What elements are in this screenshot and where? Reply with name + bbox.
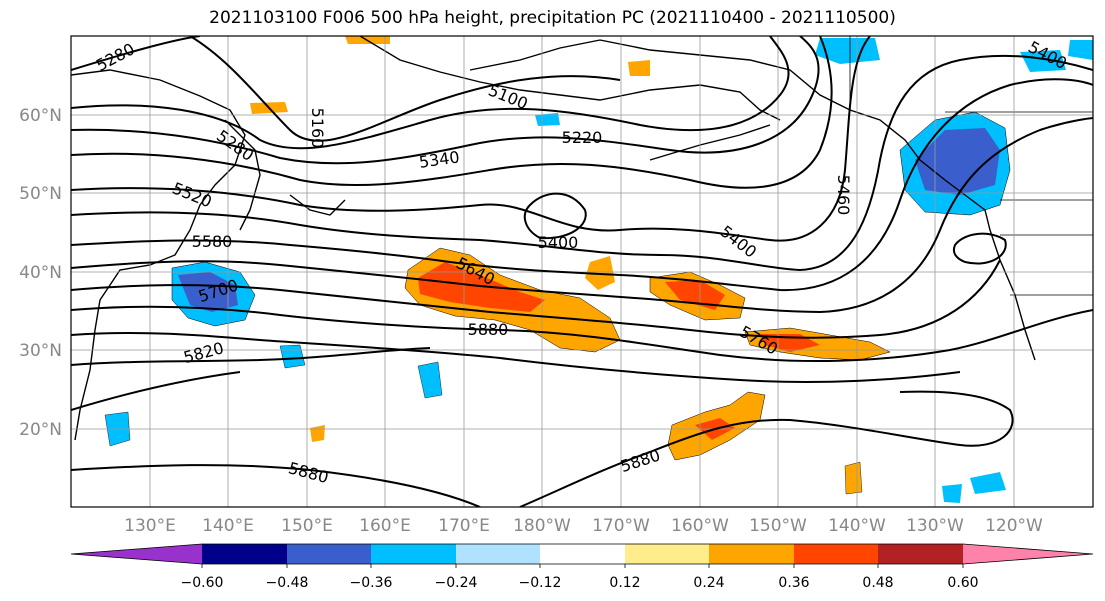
- longitude-labels: 130°E 140°E 150°E 160°E 170°E 180°W 170°…: [124, 516, 1043, 536]
- lat-label: 20°N: [19, 420, 62, 440]
- lat-label: 40°N: [19, 263, 62, 283]
- coastlines: [71, 36, 1036, 441]
- colorbar-segment: [202, 544, 287, 564]
- contour-label: 5220: [562, 128, 603, 147]
- colorbar-segment: [963, 544, 1093, 564]
- colorbar-segment: [794, 544, 878, 564]
- contour-label: 5460: [834, 175, 853, 216]
- colorbar: [70, 543, 1094, 568]
- contour-label: 5580: [192, 232, 233, 251]
- colorbar-tick-label: −0.60: [181, 575, 224, 591]
- colorbar-tick-label: −0.48: [266, 575, 309, 591]
- colorbar-segment: [287, 544, 371, 564]
- lat-label: 50°N: [19, 184, 62, 204]
- contour-label: 5880: [468, 320, 509, 339]
- colorbar-segment: [709, 544, 794, 564]
- colorbar-segment: [540, 544, 625, 564]
- gridlines: [71, 36, 1093, 507]
- map-frame: [70, 35, 1094, 508]
- lat-label: 60°N: [19, 106, 62, 126]
- height-contours: [71, 36, 1093, 507]
- colorbar-tick-label: −0.24: [435, 575, 478, 591]
- colorbar-tick-labels: −0.60 −0.48 −0.36 −0.24 −0.12 0.12 0.24 …: [181, 575, 979, 591]
- lon-label: 140°E: [202, 516, 254, 536]
- colorbar-tick-label: 0.60: [947, 575, 978, 591]
- colorbar-segment: [371, 544, 456, 564]
- colorbar-tick-label: 0.24: [693, 575, 724, 591]
- lon-label: 170°W: [592, 516, 650, 536]
- map-title: 2021103100 F006 500 hPa height, precipit…: [209, 8, 896, 28]
- lon-label: 130°E: [124, 516, 176, 536]
- colorbar-segment: [625, 544, 709, 564]
- contour-label: 5160: [308, 108, 327, 149]
- colorbar-tick-label: −0.36: [350, 575, 393, 591]
- colorbar-tick-label: −0.12: [519, 575, 562, 591]
- lon-label: 160°E: [359, 516, 411, 536]
- lon-label: 140°W: [828, 516, 886, 536]
- colorbar-tick-label: 0.12: [609, 575, 640, 591]
- lon-label: 180°W: [513, 516, 571, 536]
- lat-label: 30°N: [19, 341, 62, 361]
- lon-label: 160°W: [671, 516, 729, 536]
- lon-label: 150°W: [749, 516, 807, 536]
- colorbar-segment: [71, 544, 202, 564]
- lon-label: 150°E: [281, 516, 333, 536]
- lon-label: 170°E: [438, 516, 490, 536]
- contour-label: 5400: [538, 233, 579, 252]
- colorbar-segment: [456, 544, 540, 564]
- colorbar-segment: [878, 544, 963, 564]
- colorbar-tick-label: 0.48: [862, 575, 893, 591]
- lon-label: 120°W: [985, 516, 1043, 536]
- latitude-labels: 60°N 50°N 40°N 30°N 20°N: [19, 106, 62, 440]
- colorbar-tick-label: 0.36: [778, 575, 809, 591]
- precip-shading: [104, 36, 1093, 503]
- lon-label: 130°W: [906, 516, 964, 536]
